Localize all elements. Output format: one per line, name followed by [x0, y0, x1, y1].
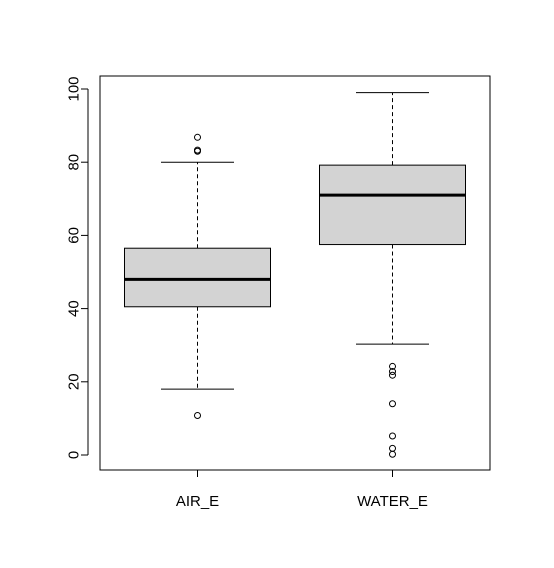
y-axis: 0 20 40 60 80 100	[66, 76, 89, 459]
y-tick-label: 80	[66, 154, 83, 171]
y-tick-label: 20	[66, 373, 83, 390]
interquartile-box	[319, 164, 466, 246]
interquartile-box	[124, 247, 271, 308]
outlier-point	[389, 368, 396, 376]
outlier-point	[389, 444, 396, 452]
y-tick-label: 0	[66, 451, 83, 459]
outlier-point	[389, 400, 396, 408]
y-tick-label: 100	[66, 76, 83, 101]
outlier-point	[389, 362, 396, 370]
outlier-point	[194, 133, 201, 141]
boxes	[124, 92, 466, 458]
plot-frame	[99, 75, 491, 471]
y-tick-label: 40	[66, 300, 83, 317]
box-water-e	[319, 92, 466, 458]
x-axis: AIR_E WATER_E	[176, 470, 428, 510]
y-tick-label: 60	[66, 227, 83, 244]
x-tick-label: WATER_E	[357, 493, 428, 510]
outlier-point	[389, 432, 396, 440]
outlier-point	[194, 411, 201, 419]
x-tick-label: AIR_E	[176, 493, 219, 510]
outlier-point	[194, 146, 201, 154]
outlier-point	[389, 450, 396, 458]
plot-border	[99, 75, 491, 471]
box-air-e	[124, 133, 271, 419]
outlier-point	[389, 371, 396, 379]
